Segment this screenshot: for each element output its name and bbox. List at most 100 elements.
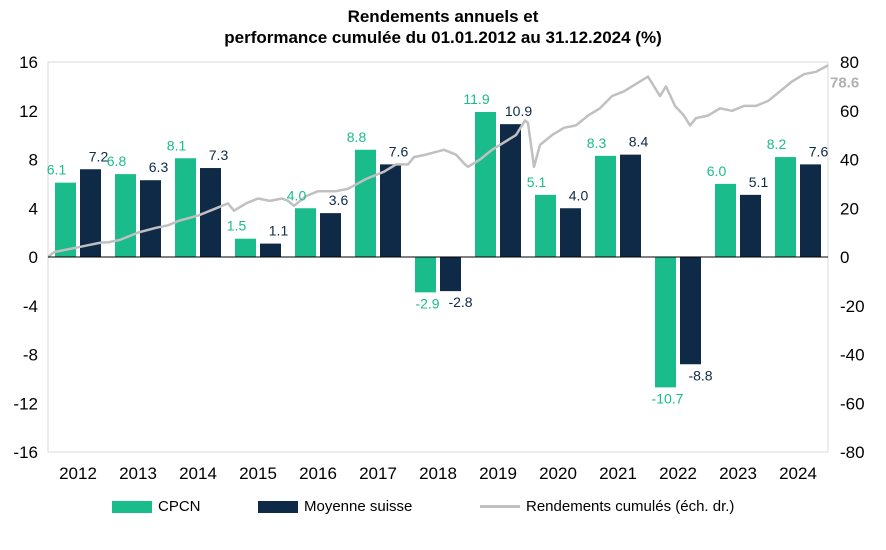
x-axis-label-2021: 2021 xyxy=(599,464,637,483)
data-label-moyenne-suisse-2022: -8.8 xyxy=(688,367,712,383)
right-axis-tick--60: -60 xyxy=(840,394,865,413)
cumulative-returns-line xyxy=(47,64,829,258)
data-label-moyenne-suisse-2016: 3.6 xyxy=(329,192,349,208)
right-axis-tick-40: 40 xyxy=(840,151,859,170)
bar-cpcn-2012 xyxy=(55,182,76,257)
data-labels-group: 6.1 6.8 8.1 1.5 4.0 8.8 -2.9 11.9 5.1 8.3 -10.7 6.0… xyxy=(47,74,859,406)
x-axis-label-2023: 2023 xyxy=(719,464,757,483)
bar-cpcn-2020 xyxy=(535,194,556,257)
data-label-moyenne-suisse-2021: 8.4 xyxy=(629,134,649,150)
x-axis-label-2013: 2013 xyxy=(119,464,157,483)
data-label-moyenne-suisse-2013: 6.3 xyxy=(149,159,169,175)
left-axis-tick-16: 16 xyxy=(19,53,38,72)
right-axis-tick-60: 60 xyxy=(840,102,859,121)
bar-cpcn-2023 xyxy=(715,183,736,257)
legend-item-moyenne-suisse: Moyenne suisse xyxy=(258,498,412,515)
bar-cpcn-2018 xyxy=(415,257,436,293)
data-label-moyenne-suisse-2020: 4.0 xyxy=(569,187,589,203)
data-label-cpcn-2020: 5.1 xyxy=(527,174,547,190)
data-label-cpcn-2013: 6.8 xyxy=(107,153,127,169)
bar-moyenne-suisse-2023 xyxy=(740,194,761,257)
bar-moyenne-suisse-2018 xyxy=(440,257,461,292)
data-label-cpcn-2021: 8.3 xyxy=(587,135,607,151)
left-axis-tick-4: 4 xyxy=(29,199,38,218)
x-axis-label-2012: 2012 xyxy=(59,464,97,483)
x-axis-label-2015: 2015 xyxy=(239,464,277,483)
x-axis-label-2020: 2020 xyxy=(539,464,577,483)
bar-moyenne-suisse-2022 xyxy=(680,257,701,365)
bar-moyenne-suisse-2019 xyxy=(500,124,521,257)
bar-cpcn-2013 xyxy=(115,174,136,257)
bar-cpcn-2016 xyxy=(295,208,316,257)
cumulative-line-group xyxy=(47,64,829,258)
data-label-moyenne-suisse-2023: 5.1 xyxy=(749,174,769,190)
legend-label-moyenne-suisse: Moyenne suisse xyxy=(304,498,413,515)
legend-swatch-cumulative xyxy=(480,505,520,508)
left-axis-tick--12: -12 xyxy=(13,394,38,413)
bar-cpcn-2017 xyxy=(355,149,376,257)
legend: CPCN Moyenne suisse Rendements cumulés (… xyxy=(0,498,886,520)
legend-swatch-cpcn xyxy=(112,500,152,513)
left-axis-tick--4: -4 xyxy=(23,297,38,316)
data-label-moyenne-suisse-2017: 7.6 xyxy=(389,143,409,159)
x-axis-label-2019: 2019 xyxy=(479,464,517,483)
legend-label-cumulative: Rendements cumulés (éch. dr.) xyxy=(526,498,735,515)
bar-cpcn-2019 xyxy=(475,111,496,257)
bar-moyenne-suisse-2013 xyxy=(140,180,161,257)
bar-moyenne-suisse-2021 xyxy=(620,154,641,257)
right-axis-tick--20: -20 xyxy=(840,297,865,316)
x-axis-label-2017: 2017 xyxy=(359,464,397,483)
right-axis-tick-0: 0 xyxy=(840,248,849,267)
data-label-moyenne-suisse-2024: 7.6 xyxy=(809,143,829,159)
bar-moyenne-suisse-2016 xyxy=(320,213,341,257)
bar-cpcn-2014 xyxy=(175,158,196,257)
data-label-moyenne-suisse-2012: 7.2 xyxy=(89,148,109,164)
legend-label-cpcn: CPCN xyxy=(158,498,201,515)
left-axis-tick--8: -8 xyxy=(23,346,38,365)
left-axis-tick-0: 0 xyxy=(29,248,38,267)
x-axis-label-2016: 2016 xyxy=(299,464,337,483)
x-axis-label-2014: 2014 xyxy=(179,464,217,483)
data-label-moyenne-suisse-2018: -2.8 xyxy=(448,294,472,310)
data-label-cpcn-2016: 4.0 xyxy=(287,187,307,203)
bar-cpcn-2024 xyxy=(775,157,796,257)
data-label-cpcn-2023: 6.0 xyxy=(707,163,727,179)
right-axis-tick-80: 80 xyxy=(840,53,859,72)
bar-moyenne-suisse-2014 xyxy=(200,168,221,257)
data-label-moyenne-suisse-2015: 1.1 xyxy=(269,223,289,239)
data-label-moyenne-suisse-2019: 10.9 xyxy=(505,103,532,119)
chart-title-line-2: performance cumulée du 01.01.2012 au 31.… xyxy=(224,28,662,47)
chart-title-line-1: Rendements annuels et xyxy=(347,7,539,26)
data-label-cpcn-2022: -10.7 xyxy=(652,390,684,406)
right-axis-tick--40: -40 xyxy=(840,346,865,365)
left-axis-tick-12: 12 xyxy=(19,102,38,121)
bar-moyenne-suisse-2017 xyxy=(380,164,401,257)
x-axis-label-2018: 2018 xyxy=(419,464,457,483)
bar-cpcn-2015 xyxy=(235,238,256,257)
bar-moyenne-suisse-2024 xyxy=(800,164,821,257)
x-axis-label-2022: 2022 xyxy=(659,464,697,483)
data-label-cpcn-2018: -2.9 xyxy=(415,295,439,311)
bar-moyenne-suisse-2015 xyxy=(260,243,281,257)
data-label-moyenne-suisse-2014: 7.3 xyxy=(209,147,229,163)
x-axis-label-2024: 2024 xyxy=(779,464,817,483)
data-label-cpcn-2015: 1.5 xyxy=(227,218,247,234)
left-axis-tick-8: 8 xyxy=(29,151,38,170)
bar-moyenne-suisse-2012 xyxy=(80,169,101,257)
data-label-cpcn-2017: 8.8 xyxy=(347,129,367,145)
left-axis-tick--16: -16 xyxy=(13,443,38,462)
bar-cpcn-2022 xyxy=(655,257,676,388)
right-axis-tick--80: -80 xyxy=(840,443,865,462)
chart-title: Rendements annuels et performance cumulé… xyxy=(0,6,886,48)
data-label-cpcn-2014: 8.1 xyxy=(167,137,187,153)
bar-cpcn-2021 xyxy=(595,155,616,257)
legend-item-cpcn: CPCN xyxy=(112,498,201,515)
data-label-cpcn-2012: 6.1 xyxy=(47,162,67,178)
data-label-cpcn-2024: 8.2 xyxy=(767,136,787,152)
legend-swatch-moyenne-suisse xyxy=(258,500,298,513)
bar-moyenne-suisse-2020 xyxy=(560,208,581,257)
data-label-cpcn-2019: 11.9 xyxy=(463,91,489,107)
right-axis-tick-20: 20 xyxy=(840,199,859,218)
legend-item-cumulative: Rendements cumulés (éch. dr.) xyxy=(480,498,734,515)
